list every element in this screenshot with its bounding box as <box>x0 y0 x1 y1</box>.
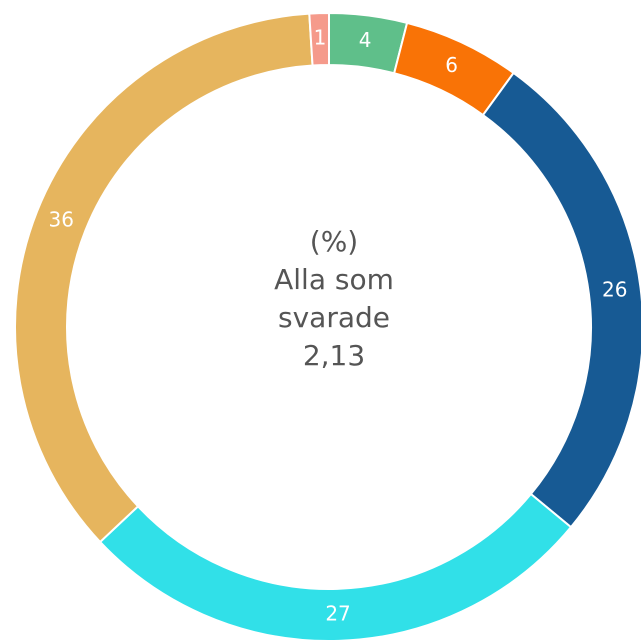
value-label: 36 <box>48 207 73 231</box>
value-label: 1 <box>314 26 327 50</box>
center-label: svarade <box>278 301 390 334</box>
donut-segment <box>308 11 330 67</box>
center-label: Alla som <box>274 263 394 296</box>
donut-segment <box>14 12 314 544</box>
center-label: 2,13 <box>303 339 365 372</box>
value-label: 4 <box>359 28 372 52</box>
value-label: 27 <box>325 601 350 625</box>
value-label: 26 <box>602 277 627 301</box>
center-label: (%) <box>310 225 358 258</box>
value-label: 6 <box>445 53 458 77</box>
